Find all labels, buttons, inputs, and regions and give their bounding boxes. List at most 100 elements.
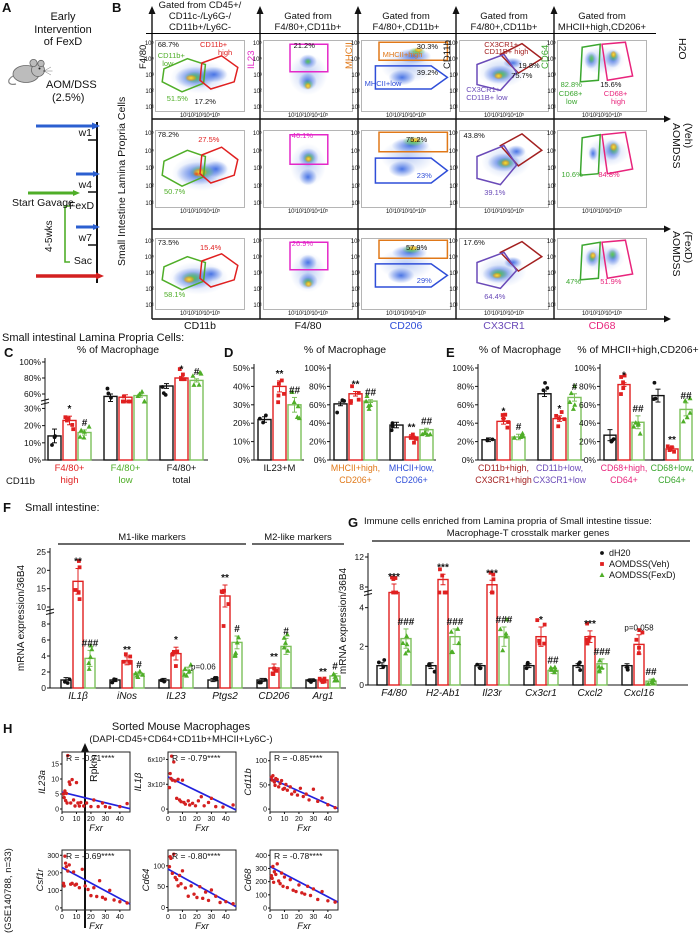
group-label: total: [173, 475, 191, 486]
datapoint-triangle: [86, 666, 92, 671]
flow-y-ticks: 10⁵ 10⁴ 10³ 10² 10¹: [141, 238, 154, 310]
scatter-plot-box: [61, 849, 131, 911]
flow-y-tick: 10³: [145, 166, 154, 172]
significance-label: #: [283, 626, 289, 637]
flow-y-tick: 10⁴: [144, 148, 154, 155]
density-blob: [303, 280, 313, 288]
datapoint-triangle: [81, 429, 87, 434]
scatter-x-tick: 40: [116, 816, 124, 823]
scatter-point: [100, 801, 105, 805]
y-tick-label: 40%: [457, 418, 474, 428]
scatter-point: [206, 898, 211, 903]
y-tick-label: 0: [41, 683, 46, 693]
scatter-point: [170, 871, 175, 876]
bar-veh: [388, 591, 400, 686]
scatter-point: [112, 898, 116, 902]
scatter-point: [80, 867, 84, 871]
datapoint-triangle: [78, 427, 84, 433]
scatter-point: [311, 887, 316, 891]
y-tick-label: 20%: [24, 421, 41, 431]
datapoint-triangle: [135, 674, 141, 680]
y-tick-label: 30%: [24, 403, 41, 413]
scatter-x-axis-title: Fxr: [195, 921, 210, 932]
datapoint-square: [63, 415, 68, 420]
scatter-point: [172, 760, 176, 764]
datapoint-triangle: [191, 382, 197, 387]
scatter-point: [96, 804, 100, 809]
y-tick-label: 25: [37, 547, 47, 557]
datapoint-triangle: [137, 391, 143, 397]
significance-label: #: [332, 662, 338, 673]
flow-y-ticks: 10⁵ 10⁴ 10³ 10² 10¹: [141, 40, 154, 112]
datapoint-square: [128, 654, 133, 659]
scatter-point: [169, 856, 173, 861]
y-tick-label: 10: [37, 602, 47, 612]
datapoint-square: [182, 377, 187, 382]
flow-y-tick: 10⁴: [252, 148, 262, 155]
scatter-x-tick: 10: [281, 914, 289, 921]
scatter-y-tick: 300: [255, 866, 267, 873]
flow-column-header: Gated from F4/80+,CD11b+: [254, 11, 362, 34]
datapoint-triangle: [637, 431, 643, 436]
datapoint-square: [76, 559, 81, 563]
datapoint-triangle: [294, 414, 300, 419]
datapoint-triangle: [289, 389, 295, 394]
datapoint-square: [272, 666, 277, 671]
datapoint-circle: [389, 428, 394, 433]
group-label: IL1β: [68, 691, 88, 702]
flow-gate-label: 82.8%: [560, 80, 582, 90]
flow-y-tick: 10⁵: [448, 41, 458, 47]
scatter-point: [326, 899, 330, 903]
significance-label: **: [74, 557, 82, 568]
scatter-point: [108, 888, 112, 893]
scatter-y-tick: 0: [263, 807, 267, 814]
datapoint-square: [271, 672, 276, 676]
scatter-point: [71, 798, 76, 802]
arrow-head: [96, 272, 104, 280]
regression-line: [61, 866, 131, 905]
datapoint-square: [619, 375, 624, 379]
scatter-point: [276, 879, 281, 883]
datapoint-square: [356, 391, 361, 395]
chart-title: % of Macrophage: [304, 344, 386, 356]
y-tick-label: 20%: [457, 437, 474, 447]
y-tick-label: 60%: [579, 400, 596, 410]
flow-gate: [601, 41, 634, 82]
scatter-point: [118, 804, 122, 809]
axis-break: [40, 398, 50, 402]
scatter-point: [77, 886, 82, 890]
scatter-y-axis-title: Cd68: [243, 868, 254, 891]
flow-gate-label: high: [611, 97, 626, 107]
datapoint-square: [126, 399, 131, 404]
datapoint-square: [621, 380, 625, 385]
datapoint-triangle: [182, 666, 188, 671]
scatter-point: [320, 889, 324, 894]
y-tick-label: 20%: [579, 437, 596, 447]
flow-y-tick: 10¹: [351, 105, 360, 111]
datapoint-triangle: [196, 382, 202, 387]
datapoint-triangle: [366, 403, 372, 408]
arrow-head: [92, 122, 100, 130]
scatter-point: [92, 798, 96, 802]
density-blob: [191, 170, 201, 177]
datapoint-circle: [214, 677, 219, 682]
datapoint-triangle: [334, 677, 340, 683]
scatter-y-axis-title: IL23a: [37, 770, 48, 794]
significance-label: *: [558, 404, 562, 415]
flow-gate: [161, 149, 207, 188]
datapoint-square: [408, 435, 413, 440]
flow-y-tick: 10³: [351, 73, 360, 79]
datapoint-triangle: [363, 398, 369, 404]
y-tick-label: 100%: [574, 363, 596, 373]
flow-y-ticks: 10⁵ 10⁴ 10³ 10² 10¹: [249, 130, 262, 208]
y-tick-label: 2: [41, 667, 46, 677]
scatter-point: [76, 801, 80, 805]
scatter-y-tick: 300: [47, 853, 59, 860]
datapoint-triangle: [141, 398, 147, 404]
scatter-point: [89, 804, 93, 809]
flow-gate-label: 17.6%: [463, 238, 485, 248]
bar-h2o: [481, 439, 496, 461]
arrow-head: [93, 171, 100, 177]
flow-gate-label: 17.2%: [194, 96, 216, 106]
datapoint-circle: [110, 680, 115, 685]
